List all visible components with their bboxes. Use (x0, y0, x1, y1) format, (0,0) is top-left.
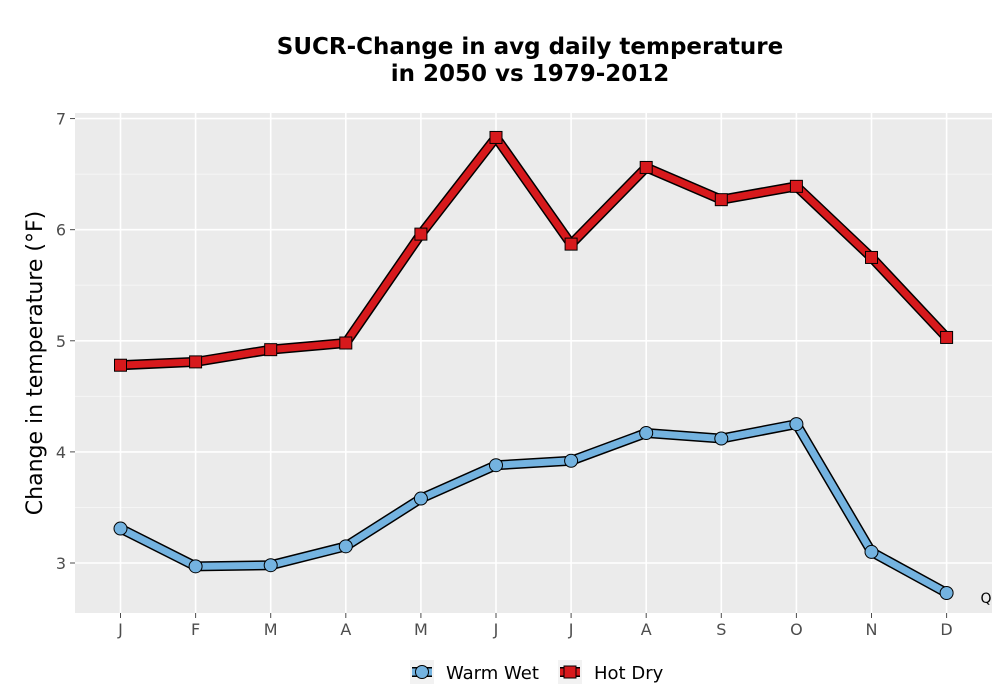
data-point (939, 586, 954, 600)
data-point (188, 559, 203, 574)
legend-key-marker (415, 665, 429, 679)
data-point (413, 491, 428, 506)
y-tick-label: 7 (56, 110, 66, 129)
data-point (113, 521, 128, 536)
x-tick-label: A (340, 620, 351, 639)
legend: Warm Wet Hot Dry (410, 660, 664, 684)
data-point (339, 336, 353, 350)
data-point (789, 179, 803, 193)
x-tick-label: J (493, 620, 499, 639)
data-point (414, 227, 428, 241)
y-tick-label: 5 (56, 332, 66, 351)
x-tick-label: N (866, 620, 878, 639)
legend-key-marker (563, 665, 577, 679)
legend-item-0: Warm Wet (410, 660, 539, 684)
series-layer (113, 130, 954, 600)
corner-annotation: Q (980, 591, 991, 607)
data-point (264, 343, 278, 357)
x-tick-label: S (716, 620, 726, 639)
data-point (789, 417, 804, 432)
x-tick-label: M (414, 620, 428, 639)
data-point (114, 358, 127, 372)
data-point (489, 130, 503, 144)
data-point (263, 558, 278, 573)
y-axis-ticks: 3 4 5 6 7 (56, 110, 75, 573)
chart-title-line2: in 2050 vs 1979-2012 (391, 61, 670, 87)
grid-minor-lines (75, 173, 992, 508)
data-point (639, 426, 654, 440)
y-axis-label: Change in temperature (°F) (23, 211, 48, 515)
data-point (489, 458, 503, 473)
data-point (940, 330, 954, 344)
data-point (639, 160, 653, 174)
chart-title-line1: SUCR-Change in avg daily temperature (277, 34, 783, 60)
x-tick-label: A (641, 620, 652, 639)
data-point (189, 355, 203, 369)
x-tick-label: O (790, 620, 803, 639)
data-point (564, 453, 579, 468)
series-line (117, 133, 951, 369)
legend-label: Hot Dry (594, 663, 664, 684)
series-1 (114, 130, 954, 372)
legend-label: Warm Wet (446, 663, 539, 684)
x-tick-label: F (191, 620, 200, 639)
y-tick-label: 3 (56, 554, 66, 573)
legend-item-1: Hot Dry (558, 660, 664, 684)
series-line (117, 420, 951, 597)
x-tick-label: M (264, 620, 278, 639)
series-0 (113, 417, 954, 600)
data-point (865, 250, 878, 264)
x-tick-label: J (568, 620, 574, 639)
x-tick-label: J (117, 620, 123, 639)
data-point (714, 431, 729, 446)
data-point (714, 193, 728, 207)
y-tick-label: 4 (56, 443, 66, 462)
x-tick-label: D (940, 620, 952, 639)
data-point (864, 544, 879, 559)
data-point (338, 539, 353, 554)
y-tick-label: 6 (56, 221, 66, 240)
data-point (564, 237, 578, 251)
